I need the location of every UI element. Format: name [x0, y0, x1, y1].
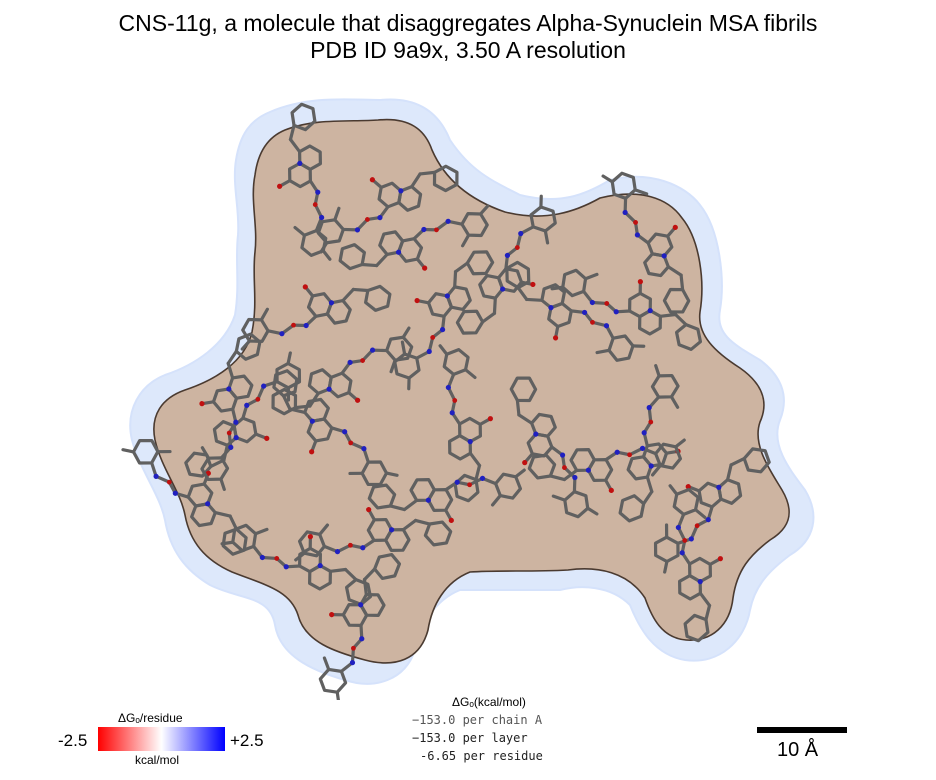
scale-bar-label: 10 Å	[777, 739, 819, 761]
figure-title-line2: PDB ID 9a9x, 3.50 A resolution	[310, 37, 626, 63]
color-gradient-bar	[98, 727, 225, 751]
energy-per-chain: −153.0 per chain A	[412, 713, 543, 727]
energy-title: ΔGₒ(kcal/mol)	[452, 695, 526, 709]
color-legend-unit: kcal/mol	[135, 753, 180, 767]
molecule-surface-diagram	[120, 98, 815, 700]
scale-bar	[757, 727, 847, 733]
color-legend-max: +2.5	[230, 731, 264, 750]
figure-title-line1: CNS-11g, a molecule that disaggregates A…	[118, 10, 818, 36]
energy-per-residue: -6.65 per residue	[420, 749, 543, 763]
energy-per-layer: −153.0 per layer	[412, 731, 528, 745]
color-legend-min: -2.5	[58, 731, 88, 750]
color-legend-title: ΔGₒ/residue	[118, 711, 183, 725]
